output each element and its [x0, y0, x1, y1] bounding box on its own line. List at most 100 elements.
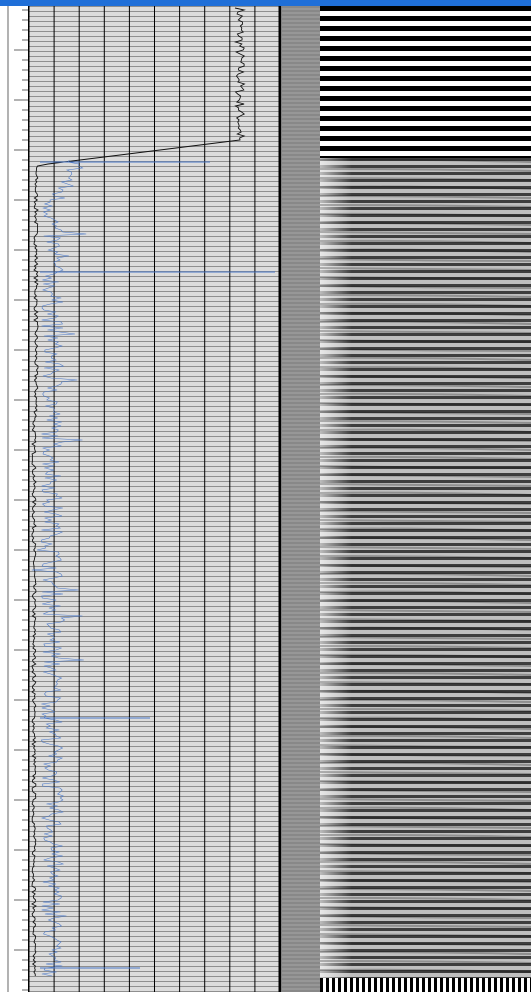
depth-track: [0, 6, 29, 992]
vdl-wave: [319, 906, 531, 910]
vdl-wave: [319, 852, 531, 856]
vdl-wave: [319, 212, 531, 217]
vdl-wave: [319, 519, 531, 523]
vdl-wave: [319, 465, 531, 469]
vdl-wave: [319, 798, 531, 802]
vdl-wave: [319, 474, 531, 478]
vdl-wave: [319, 510, 531, 514]
vdl-wave: [319, 383, 531, 388]
vdl-wave: [319, 780, 531, 784]
vdl-wave: [319, 870, 531, 874]
vdl-wave: [319, 626, 531, 631]
vdl-wave: [319, 501, 531, 505]
vdl-wave: [319, 843, 531, 847]
vdl-wave: [319, 194, 531, 199]
vdl-wave: [319, 339, 531, 343]
vdl-wave: [319, 356, 531, 361]
vdl-wave: [319, 879, 531, 883]
vdl-wave: [319, 609, 531, 613]
vdl-wave: [319, 753, 531, 757]
vdl-wave: [319, 392, 531, 397]
vdl-wave: [319, 833, 531, 838]
vdl-wave: [319, 806, 531, 811]
vdl-wave: [319, 285, 531, 289]
vdl-bottom: [320, 978, 531, 992]
vdl-wave: [319, 402, 531, 406]
vdl-wave: [319, 536, 531, 541]
vdl-wave: [319, 707, 531, 712]
vdl-wave: [319, 716, 531, 721]
vdl-wave: [319, 572, 531, 577]
vdl-wave: [319, 564, 531, 568]
vdl-wave: [319, 311, 531, 316]
vdl-wave: [319, 330, 531, 334]
vdl-wave: [319, 636, 531, 640]
vdl-wave: [319, 761, 531, 766]
vdl-wave: [319, 231, 531, 235]
vdl-wave: [319, 860, 531, 865]
vdl-wave: [319, 618, 531, 622]
vdl-wave: [319, 771, 531, 775]
vdl-wave: [319, 915, 531, 919]
vdl-wave: [319, 365, 531, 370]
vdl-wave: [319, 816, 531, 820]
vdl-wave: [319, 725, 531, 730]
vdl-wave: [319, 527, 531, 532]
vdl-wave: [319, 177, 531, 181]
vdl-wave: [319, 446, 531, 451]
vdl-wave: [319, 455, 531, 460]
vdl-wave: [319, 419, 531, 424]
vdl-wave: [319, 950, 531, 955]
vdl-wave: [319, 276, 531, 280]
vdl-display: [320, 158, 531, 978]
vdl-wave: [319, 662, 531, 667]
vdl-wave: [319, 554, 531, 559]
vdl-wave: [319, 581, 531, 586]
vdl-wave: [319, 698, 531, 703]
vdl-wave: [319, 681, 531, 685]
vdl-wave: [319, 744, 531, 748]
vdl-wave: [319, 734, 531, 739]
vdl-wave: [319, 933, 531, 937]
vdl-free-pipe: [320, 6, 531, 158]
vdl-wave: [319, 671, 531, 676]
vdl-wave: [319, 887, 531, 892]
vdl-wave: [319, 644, 531, 649]
vdl-wave: [319, 302, 531, 307]
vdl-wave: [319, 968, 531, 973]
vdl-wave: [319, 203, 531, 208]
vdl-wave: [319, 653, 531, 658]
vdl-wave: [319, 258, 531, 262]
vdl-wave: [319, 825, 531, 829]
vdl-wave: [319, 590, 531, 595]
vdl-wave: [319, 689, 531, 694]
title-bar: [0, 0, 531, 6]
vdl-wave: [319, 221, 531, 226]
vdl-near: [282, 6, 320, 992]
vdl-wave: [319, 267, 531, 271]
vdl-wave: [319, 428, 531, 433]
vdl-wave: [319, 248, 531, 253]
vdl-wave: [319, 375, 531, 379]
vdl-wave: [319, 942, 531, 946]
vdl-wave: [319, 239, 531, 244]
amplitude-curve: [31, 7, 246, 977]
vdl-wave: [319, 789, 531, 793]
vdl-wave: [319, 348, 531, 352]
vdl-wave: [319, 185, 531, 190]
vdl-wave: [319, 483, 531, 487]
vdl-wave: [319, 438, 531, 442]
vdl-wave: [319, 411, 531, 415]
vdl-wave: [319, 546, 531, 550]
vdl-wave: [319, 896, 531, 901]
vdl-wave: [319, 158, 531, 163]
vdl-wave: [319, 293, 531, 298]
vdl-wave: [319, 167, 531, 172]
vdl-wave: [319, 320, 531, 325]
transit-curve: [31, 159, 87, 977]
vdl-wave: [319, 959, 531, 964]
vdl-wave: [319, 599, 531, 604]
vdl-wave: [319, 491, 531, 496]
